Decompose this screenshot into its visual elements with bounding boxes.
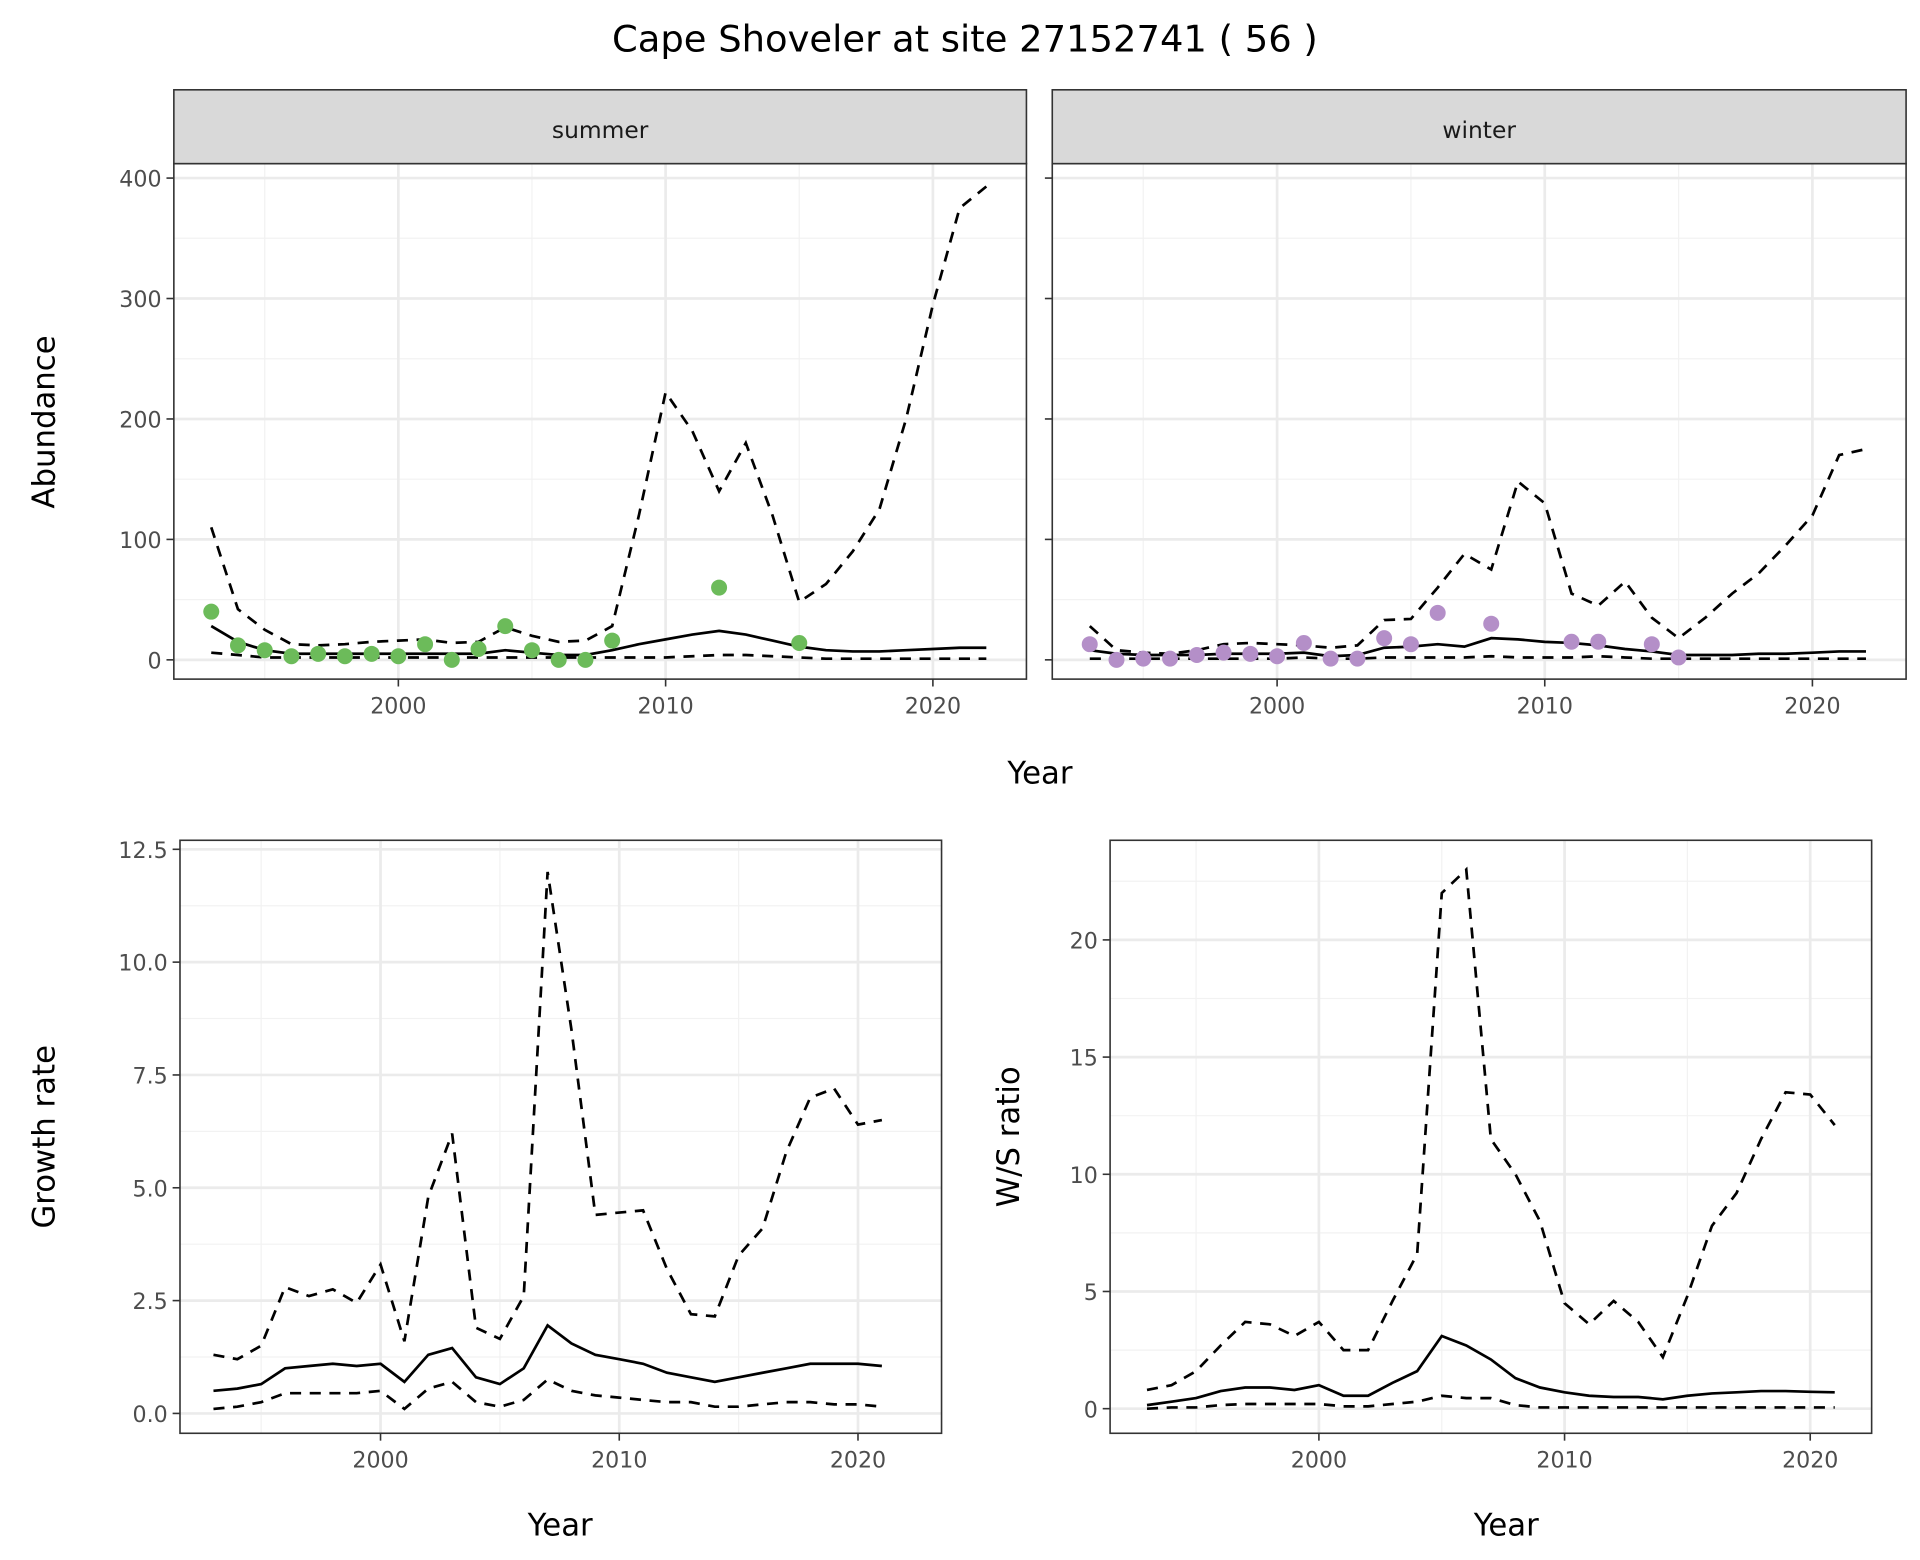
data-point	[1215, 644, 1232, 661]
data-point	[1670, 649, 1687, 666]
data-point	[1376, 630, 1393, 647]
x-tick-label: 2020	[830, 1448, 886, 1474]
y-tick-label: 5	[1084, 1280, 1098, 1306]
lower-dashed-line	[1146, 1394, 1835, 1411]
y-tick-label: 0	[1084, 1397, 1098, 1423]
x-tick-label: 2000	[370, 694, 426, 720]
solid-line	[1146, 1334, 1835, 1407]
panel-border	[1109, 839, 1873, 1435]
data-point	[1295, 634, 1312, 651]
panel-summer: 2000 2010 2020 0 100 200 300 400 summer	[119, 89, 1028, 720]
data-point	[1162, 650, 1179, 667]
data-point	[1081, 636, 1098, 653]
y-tick-label: 20	[1070, 929, 1098, 955]
data-point	[470, 641, 487, 658]
data-point	[390, 648, 407, 665]
x-tick-label: 2010	[1536, 1448, 1592, 1474]
y-tick-label: 0.0	[133, 1402, 168, 1428]
y-tick-label: 10	[1070, 1163, 1098, 1189]
data-point	[1188, 647, 1205, 664]
panel-border	[1051, 162, 1907, 680]
y-tick-label: 5.0	[133, 1176, 168, 1202]
lower-dashed-line	[213, 1377, 883, 1411]
data-point	[1269, 648, 1286, 665]
x-tick-label: 2010	[591, 1448, 647, 1474]
x-tick-label: 2000	[352, 1448, 408, 1474]
data-point	[1135, 650, 1152, 667]
data-point	[256, 642, 273, 659]
data-point	[1242, 645, 1259, 662]
x-tick-label: 2020	[1782, 1448, 1838, 1474]
facet-strip-label: summer	[552, 116, 649, 144]
y-tick-label: 200	[119, 408, 161, 434]
x-tick-label: 2010	[1517, 694, 1573, 720]
data-point	[1563, 633, 1580, 650]
chart-title: Cape Shoveler at site 27152741 ( 56 )	[612, 18, 1318, 61]
data-point	[229, 637, 246, 654]
lower-dashed-line	[1089, 654, 1866, 661]
panel-winter: 2000 2010 2020 winter	[1044, 89, 1907, 720]
upper-dashed-line	[209, 185, 988, 647]
upper-dashed-line	[1088, 447, 1867, 656]
data-point	[550, 651, 567, 668]
x-tick-label: 2000	[1291, 1448, 1347, 1474]
x-tick-label: 2010	[637, 694, 693, 720]
data-point	[523, 642, 540, 659]
y-tick-label: 0	[147, 648, 161, 674]
y-tick-label: 7.5	[133, 1064, 168, 1090]
panel-border	[173, 162, 1028, 680]
upper-dashed-line	[1146, 866, 1836, 1392]
panel-ws-ratio: 2000 2010 2020 0 5 10 15 20	[1070, 839, 1873, 1474]
solid-line	[213, 1323, 883, 1393]
y-tick-label: 300	[119, 287, 161, 313]
y-tick-label: 12.5	[118, 838, 167, 864]
panel-border	[179, 839, 943, 1435]
data-point	[1402, 636, 1419, 653]
data-point	[1590, 633, 1607, 650]
y-axis-title-growth: Growth rate	[27, 1045, 63, 1229]
y-axis-title-ws: W/S ratio	[991, 1066, 1027, 1207]
data-point	[577, 651, 594, 668]
data-point	[791, 634, 808, 651]
data-point	[711, 579, 728, 596]
y-tick-label: 100	[119, 528, 161, 554]
data-point	[283, 648, 300, 665]
x-tick-label: 2020	[905, 694, 961, 720]
x-axis-title-growth: Year	[527, 1507, 593, 1543]
x-axis-title-abundance: Year	[1006, 756, 1072, 792]
x-tick-label: 2000	[1249, 694, 1305, 720]
data-point	[310, 645, 327, 662]
data-point	[203, 603, 220, 620]
data-point	[417, 636, 434, 653]
data-point	[1483, 615, 1500, 632]
y-tick-label: 400	[119, 167, 161, 193]
y-tick-label: 15	[1070, 1046, 1098, 1072]
solid-line	[210, 624, 987, 657]
panel-growth-rate: 2000 2010 2020 0.0 2.5 5.0 7.5 10.0 12.5	[118, 838, 943, 1474]
facet-strip-label: winter	[1442, 116, 1516, 144]
y-axis-title-abundance: Abundance	[27, 335, 63, 508]
data-point	[1429, 604, 1446, 621]
data-point	[497, 618, 514, 635]
data-point	[604, 632, 621, 649]
data-point	[363, 645, 380, 662]
x-tick-label: 2020	[1784, 694, 1840, 720]
upper-dashed-line	[213, 871, 883, 1361]
y-tick-label: 10.0	[118, 951, 167, 977]
facet-strip	[1051, 89, 1907, 165]
data-point	[1349, 650, 1366, 667]
y-tick-label: 2.5	[133, 1289, 168, 1315]
data-point	[1643, 636, 1660, 653]
facet-strip	[173, 89, 1028, 165]
data-point	[1322, 650, 1339, 667]
data-point	[1108, 651, 1125, 668]
data-point	[443, 651, 460, 668]
x-axis-title-ws: Year	[1473, 1507, 1539, 1543]
data-point	[336, 648, 353, 665]
